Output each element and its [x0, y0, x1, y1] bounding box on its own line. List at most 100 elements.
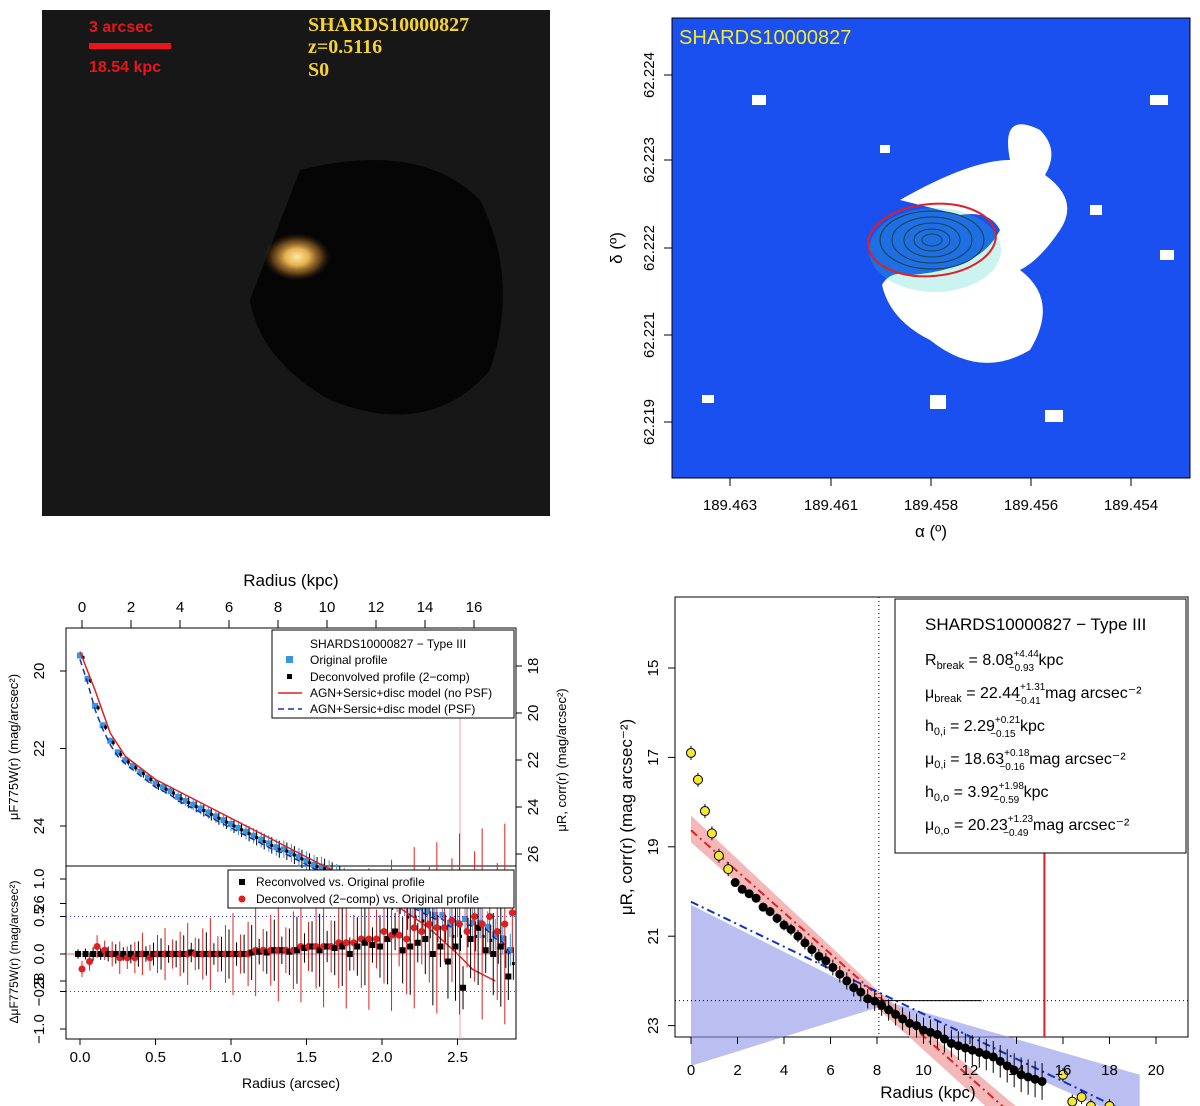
deconv-point — [217, 816, 221, 820]
resid-black-point — [218, 951, 225, 957]
original-point — [280, 846, 287, 853]
annotation-mu_i-part: mag arcsec⁻² — [1025, 751, 1127, 768]
original-point — [507, 947, 514, 953]
legend-original-marker — [286, 656, 293, 663]
original-point — [439, 912, 446, 919]
resid-black-point — [150, 951, 157, 957]
deconv-point — [413, 915, 417, 919]
resid-black-point — [226, 951, 232, 957]
masked-region — [250, 160, 503, 415]
original-point — [303, 857, 310, 864]
original-point — [250, 832, 257, 839]
deconv-point — [474, 934, 478, 938]
resid-black-point — [293, 947, 300, 954]
resid-legend-red-marker — [238, 895, 246, 903]
resid-black-point — [105, 951, 112, 957]
resid-black-point — [377, 943, 383, 950]
fit-ellipse — [867, 202, 997, 278]
contours — [879, 210, 985, 270]
resid-black-point — [339, 943, 346, 950]
mask-specks — [702, 95, 1174, 422]
map-ticks: 189.463 189.461 189.458 189.456 189.454 62.22… — [641, 52, 1158, 514]
resid-black-point — [452, 943, 459, 950]
break-xtick-label: 18 — [1101, 1062, 1118, 1079]
resid-red-point — [463, 928, 471, 935]
map-xtick-label: 189.458 — [904, 497, 958, 514]
resid-black-point — [490, 951, 497, 957]
profile-top-xtick-label: 12 — [368, 599, 385, 616]
resid-black-point — [75, 951, 81, 957]
model-psf-line — [79, 659, 511, 955]
scale-bar — [89, 43, 171, 49]
legend-model-psf: AGN+Sersic+disc model (PSF) — [310, 702, 475, 716]
profile-point — [786, 924, 796, 934]
excluded-point — [1076, 1092, 1087, 1103]
break-ticks: 02468101214161820151719212325 — [645, 660, 1164, 1079]
break-xtick-label: 8 — [873, 1062, 881, 1079]
original-point — [288, 850, 295, 857]
resid-black-point — [422, 936, 429, 942]
annotation-mu_break-part: = 22.44 — [962, 685, 1020, 702]
original-point — [295, 854, 302, 860]
profile-top-xtick-label: 0 — [78, 599, 86, 616]
annotation-h_i-part: = 2.29 — [946, 718, 995, 735]
resid-black-point — [165, 951, 172, 957]
resid-black-point — [361, 939, 368, 946]
profile-point — [870, 996, 880, 1006]
original-point — [220, 817, 227, 824]
resid-black-point — [309, 943, 316, 950]
original-point — [243, 828, 250, 835]
profile-ytick-left-label: 24 — [31, 818, 48, 835]
annotation-mu_o-part: 0,o — [934, 825, 949, 837]
deconv-point — [104, 725, 108, 729]
break-ytick-label: 19 — [645, 838, 662, 855]
excluded-point — [699, 806, 710, 817]
deconv-point — [232, 824, 236, 828]
resid-black-point — [135, 951, 142, 957]
break-title: SHARDS10000827 − Type III — [925, 615, 1146, 634]
deconv-point — [134, 766, 138, 770]
annotation-mu_i: μ0,i = 18.63+0.18 −0.16 mag arcsec⁻² — [925, 748, 1126, 773]
deconv-point — [421, 919, 425, 923]
profile-ytick-right-label: 22 — [525, 752, 542, 769]
resid-red-point — [425, 920, 433, 928]
original-point — [114, 749, 121, 756]
profile-point — [960, 1043, 970, 1053]
break-annotation-box — [894, 598, 1187, 854]
annotation-mu_o-part: +1.23 — [1008, 814, 1034, 825]
annotation-mu_break-part: break — [934, 693, 962, 705]
resid-black-point — [286, 948, 293, 955]
deconv-point — [511, 962, 515, 966]
deconv-point — [119, 752, 123, 756]
map-ytick-label: 62.222 — [641, 225, 658, 271]
profile-ytick-right-label: 20 — [525, 705, 542, 722]
residual-xtick-label: 1.0 — [221, 1049, 242, 1066]
annotation-r_break-part: = 8.08 — [964, 652, 1013, 669]
original-point — [265, 840, 272, 847]
residual-frame — [65, 865, 517, 1040]
residual-xtick-label: 0.5 — [145, 1049, 166, 1066]
profile-point — [758, 902, 768, 912]
residual-ytick-label: 1.0 — [31, 869, 48, 890]
deconv-point — [489, 938, 493, 942]
original-point — [107, 737, 114, 744]
deconv-point — [459, 934, 462, 938]
original-point — [144, 774, 151, 781]
residual-ytick-label: 0.5 — [31, 906, 48, 927]
resid-black-point — [241, 951, 248, 957]
resid-black-point — [173, 951, 180, 957]
map-ytick-label: 62.221 — [641, 312, 658, 358]
annotation-mu_i-part: 0,i — [934, 759, 946, 771]
annotation-r_break-part: break — [937, 660, 965, 672]
profile-ytick-right-label: 24 — [525, 799, 542, 816]
resid-red-point — [372, 935, 380, 943]
deconv-point — [179, 797, 183, 801]
galaxy-image-panel: 3 arcsec 18.54 kpc SHARDS10000827 z=0.51… — [42, 10, 550, 516]
profile-point — [939, 1034, 949, 1044]
resid-black-point — [97, 951, 104, 957]
resid-red-point — [471, 913, 479, 920]
profile-point — [765, 907, 775, 917]
resid-red-point — [342, 939, 350, 947]
map-ylabel: δ (º) — [607, 232, 626, 264]
